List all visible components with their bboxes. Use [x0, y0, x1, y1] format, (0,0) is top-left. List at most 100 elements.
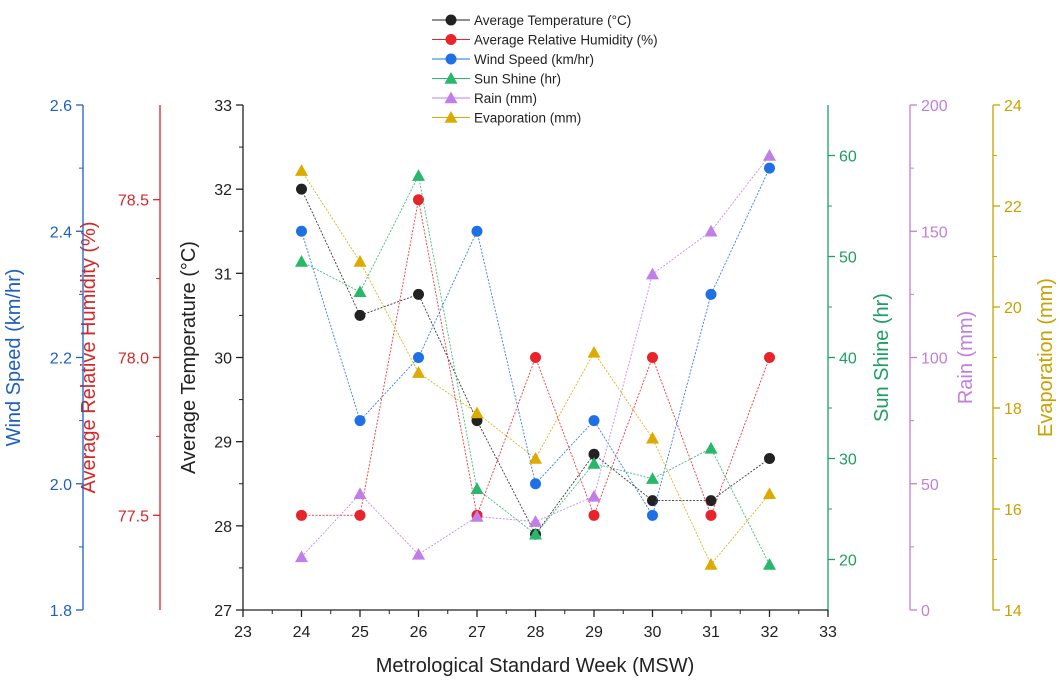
data-point-evap [704, 558, 718, 570]
x-tick-label: 30 [644, 624, 662, 641]
data-point-hum [296, 509, 307, 521]
data-point-rain [704, 224, 718, 237]
legend-marker-sun [444, 72, 458, 84]
data-point-rain [587, 489, 601, 502]
data-point-hum [764, 352, 775, 363]
series-hum [296, 194, 775, 521]
x-tick-label: 24 [293, 624, 311, 641]
y-tick-label-wind: 2.4 [50, 224, 72, 241]
y-tick-label-wind: 2.0 [50, 477, 72, 494]
x-axis-title: Metrological Standard Week (MSW) [376, 655, 695, 677]
data-point-wind [647, 509, 658, 521]
y-tick-label-sun: 40 [839, 351, 857, 368]
legend-marker-hum [445, 34, 457, 45]
y-tick-label-sun: 20 [839, 553, 857, 570]
axes-layer: 27 28 29 30 31 32 33 Average Temperature (°C) 77… [3, 98, 1057, 641]
y-tick-label-temp: 27 [214, 603, 232, 620]
x-tick-label: 32 [761, 624, 779, 641]
data-point-temp [764, 453, 775, 464]
data-point-rain [412, 547, 425, 560]
x-tick-label: 28 [527, 624, 545, 641]
data-point-hum [588, 509, 600, 521]
y-axis-evap: 14 16 18 20 22 24 Evaporation (mm) [992, 98, 1057, 620]
data-point-rain [529, 515, 542, 527]
x-axis: 23 24 25 26 27 28 29 30 31 32 33 [234, 609, 837, 641]
data-point-evap [353, 255, 367, 267]
data-point-evap [646, 431, 659, 444]
data-point-evap [587, 345, 601, 358]
legend-label-evap: Evaporation (mm) [474, 111, 581, 126]
y-tick-label-rain: 50 [921, 477, 939, 494]
data-point-wind [413, 352, 424, 363]
legend-entry-evap: Evaporation (mm) [432, 111, 581, 126]
data-point-temp [354, 309, 366, 321]
data-point-sun [295, 255, 308, 267]
data-point-temp [413, 288, 424, 300]
legend: Average Temperature (°C) Average Relative… [427, 8, 689, 128]
y-tick-label-evap: 20 [1004, 300, 1022, 317]
y-axis-rain: 0 50 100 150 200 Rain (mm) [909, 98, 977, 620]
x-tick-label: 23 [234, 624, 252, 641]
legend-entry-rain: Rain (mm) [432, 91, 537, 106]
series-evap [295, 164, 776, 570]
data-point-wind [764, 162, 775, 174]
series-layer [295, 149, 776, 570]
data-point-wind [296, 225, 307, 237]
data-point-rain [295, 550, 308, 563]
y-tick-label-evap: 16 [1004, 502, 1022, 519]
data-point-sun [646, 472, 659, 484]
data-point-evap [763, 487, 776, 500]
y-axis-temp: 27 28 29 30 31 32 33 Average Temperature (°C) [178, 98, 244, 620]
data-point-rain [353, 487, 367, 500]
y-tick-label-evap: 22 [1004, 199, 1022, 216]
y-tick-label-evap: 18 [1004, 401, 1022, 418]
data-point-wind [705, 288, 717, 300]
series-rain [295, 149, 776, 563]
series-wind [296, 162, 775, 521]
data-point-hum [647, 352, 658, 363]
x-tick-label: 31 [702, 624, 720, 641]
data-point-sun [470, 482, 484, 494]
data-point-evap [470, 406, 484, 419]
y-axis-title-wind: Wind Speed (km/hr) [3, 269, 25, 447]
y-tick-label-wind: 2.2 [50, 351, 72, 368]
data-point-sun [704, 441, 718, 454]
legend-marker-temp [445, 14, 457, 26]
y-axis-title-temp: Average Temperature (°C) [178, 241, 200, 474]
legend-marker-rain [444, 91, 458, 104]
x-tick-label: 27 [468, 624, 486, 641]
data-point-sun [353, 285, 367, 298]
y-tick-label-rain: 100 [921, 351, 948, 368]
data-point-hum [354, 509, 366, 521]
y-axis-wind: 1.8 2.0 2.2 2.4 2.6 Wind Speed (km/hr) [3, 98, 84, 620]
legend-entry-sun: Sun Shine (hr) [432, 72, 561, 87]
y-tick-label-sun: 30 [839, 452, 857, 469]
data-point-wind [471, 225, 483, 237]
legend-label-rain: Rain (mm) [474, 91, 537, 106]
legend-entry-wind: Wind Speed (km/hr) [432, 52, 594, 67]
data-point-temp [588, 448, 600, 460]
data-point-rain [470, 510, 484, 522]
x-tick-label: 26 [410, 624, 428, 641]
y-tick-label-temp: 29 [214, 435, 232, 452]
x-tick-label: 25 [351, 624, 369, 641]
y-tick-label-hum: 78.0 [118, 351, 149, 368]
y-tick-label-hum: 77.5 [118, 508, 149, 525]
legend-entry-hum: Average Relative Humidity (%) [432, 33, 658, 48]
data-point-hum [413, 194, 424, 206]
y-tick-label-temp: 30 [214, 351, 232, 368]
y-tick-label-temp: 33 [214, 98, 232, 115]
legend-label-wind: Wind Speed (km/hr) [474, 52, 594, 67]
data-point-evap [529, 452, 542, 464]
x-tick-label: 29 [585, 624, 603, 641]
y-tick-label-evap: 24 [1004, 98, 1022, 115]
x-tick-label: 33 [819, 624, 837, 641]
data-point-evap [295, 164, 308, 176]
y-tick-label-evap: 14 [1004, 603, 1022, 620]
data-point-temp [647, 495, 658, 507]
data-point-temp [705, 495, 717, 507]
y-axis-title-evap: Evaporation (mm) [1035, 278, 1057, 437]
data-point-rain [763, 149, 776, 161]
legend-label-temp: Average Temperature (°C) [474, 13, 631, 28]
data-point-evap [412, 366, 425, 378]
